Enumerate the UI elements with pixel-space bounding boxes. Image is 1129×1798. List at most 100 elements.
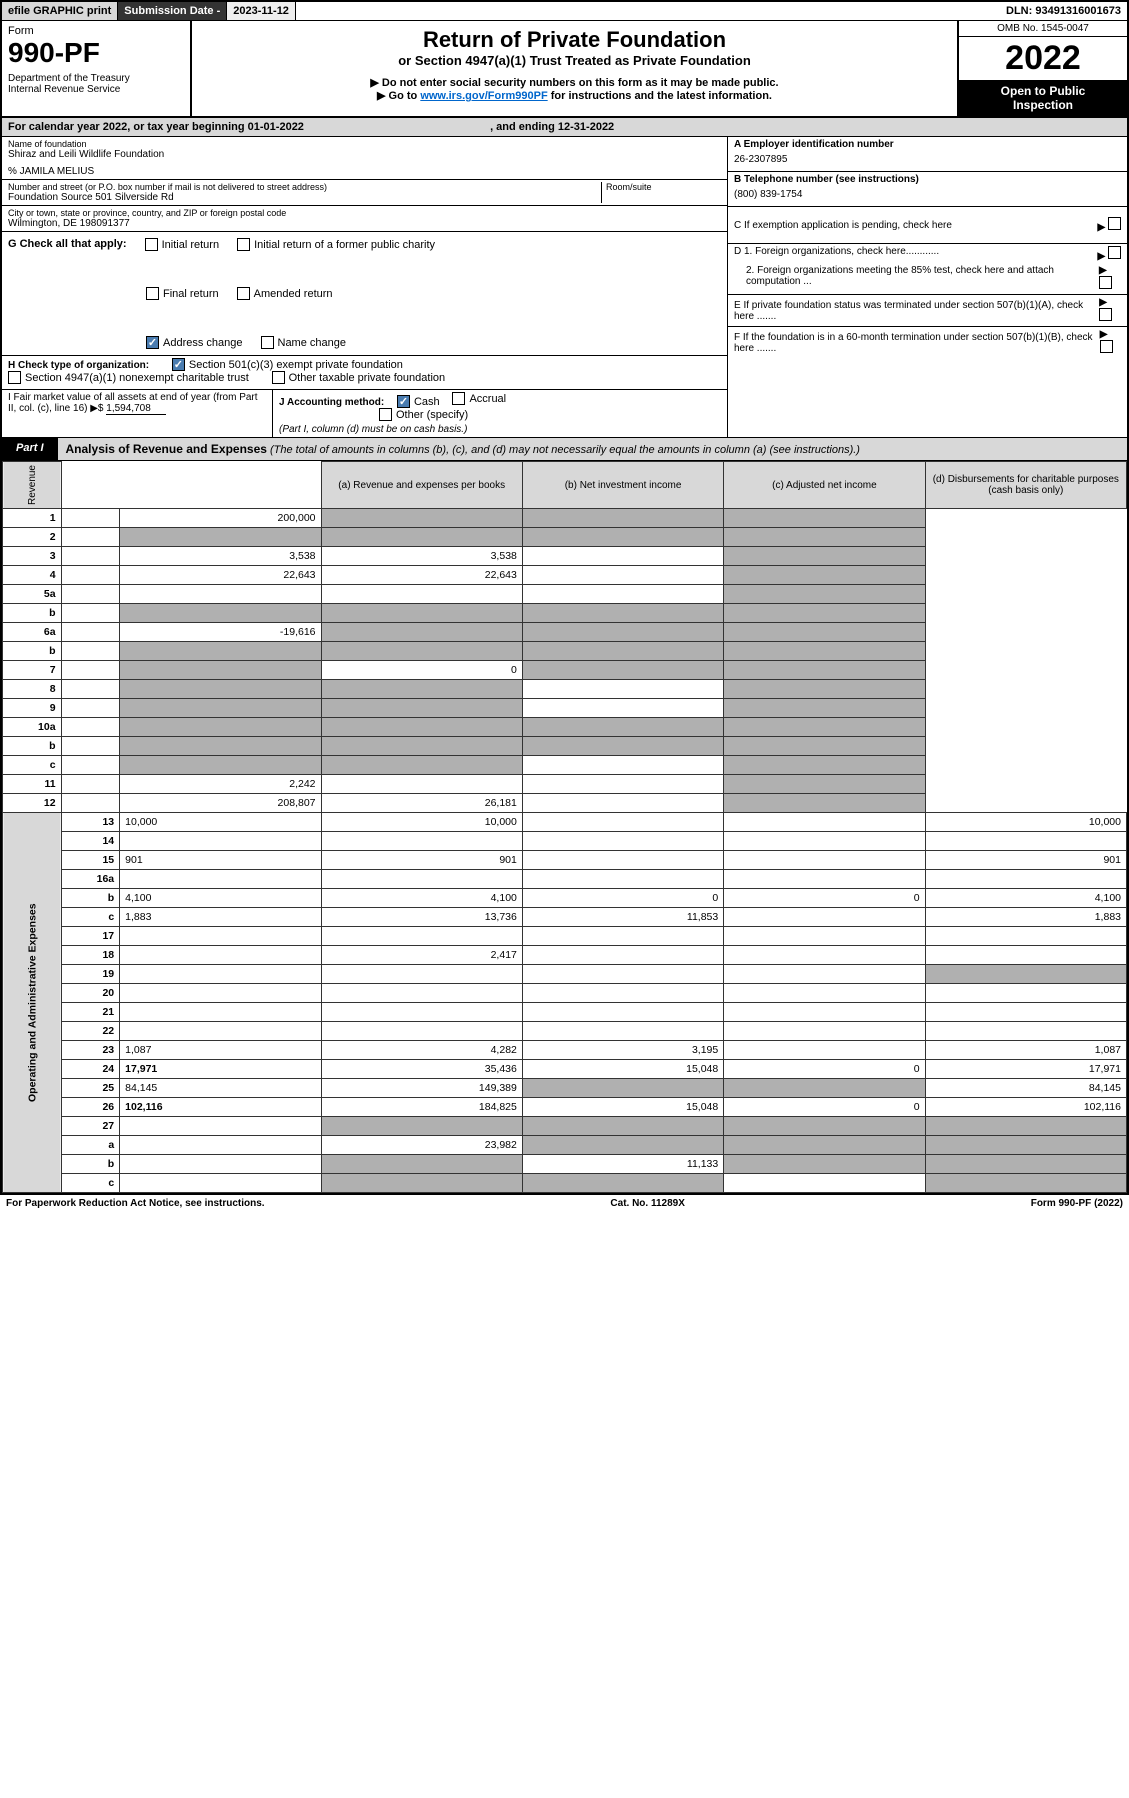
table-row: b <box>3 642 1127 661</box>
row-number: 24 <box>61 1060 120 1079</box>
row-number: 22 <box>61 1022 120 1041</box>
row-desc <box>61 680 120 699</box>
chk-former-charity[interactable]: Initial return of a former public charit… <box>237 238 435 251</box>
row-desc <box>61 756 120 775</box>
table-row: b <box>3 737 1127 756</box>
row-desc <box>120 946 321 965</box>
table-row: 422,64322,643 <box>3 566 1127 585</box>
table-row: 231,0874,2823,1951,087 <box>3 1041 1127 1060</box>
cell-b <box>321 775 522 794</box>
header-right: OMB No. 1545-0047 2022 Open to Public In… <box>957 21 1127 116</box>
cell-a <box>321 870 522 889</box>
chk-other-taxable[interactable]: Other taxable private foundation <box>272 371 446 384</box>
cell-a: 901 <box>321 851 522 870</box>
phone-cell: B Telephone number (see instructions) (8… <box>728 172 1127 207</box>
chk-4947a1[interactable]: Section 4947(a)(1) nonexempt charitable … <box>8 371 249 384</box>
table-row: 19 <box>3 965 1127 984</box>
chk-accrual[interactable]: Accrual <box>452 392 506 405</box>
cell-a: 4,282 <box>321 1041 522 1060</box>
cell-a <box>321 984 522 1003</box>
cell-c <box>522 528 723 547</box>
chk-address-change[interactable]: ✓Address change <box>146 336 243 349</box>
footer-left: For Paperwork Reduction Act Notice, see … <box>6 1198 265 1209</box>
table-row: 17 <box>3 927 1127 946</box>
row-number: 21 <box>61 1003 120 1022</box>
row-number: 2 <box>3 528 62 547</box>
chk-final-return[interactable]: Final return <box>146 287 219 300</box>
chk-other-method[interactable]: Other (specify) <box>379 408 468 421</box>
chk-501c3[interactable]: ✓Section 501(c)(3) exempt private founda… <box>172 358 403 371</box>
row-number: 23 <box>61 1041 120 1060</box>
chk-cash[interactable]: ✓Cash <box>397 395 440 408</box>
submission-date-label: Submission Date - <box>118 2 227 20</box>
cell-d <box>724 585 925 604</box>
form-subtitle: or Section 4947(a)(1) Trust Treated as P… <box>198 53 951 68</box>
chk-initial-return[interactable]: Initial return <box>145 238 219 251</box>
table-row: 2584,145149,38984,145 <box>3 1079 1127 1098</box>
header-middle: Return of Private Foundation or Section … <box>192 21 957 116</box>
cell-d: 10,000 <box>925 813 1126 832</box>
chk-foreign-org[interactable] <box>1108 246 1121 259</box>
row-desc <box>61 775 120 794</box>
row-number: c <box>3 756 62 775</box>
cell-b: 26,181 <box>321 794 522 813</box>
row-number: 11 <box>3 775 62 794</box>
cell-d: 17,971 <box>925 1060 1126 1079</box>
section-ij: I Fair market value of all assets at end… <box>2 390 727 437</box>
cell-a: 13,736 <box>321 908 522 927</box>
chk-name-change[interactable]: Name change <box>261 336 347 349</box>
cell-a <box>120 699 321 718</box>
entity-info: Name of foundation Shiraz and Leili Wild… <box>2 137 1127 438</box>
cell-a <box>321 1174 522 1193</box>
row-number: 19 <box>61 965 120 984</box>
row-desc <box>61 661 120 680</box>
cell-d <box>925 1003 1126 1022</box>
form-number: 990-PF <box>8 37 184 69</box>
cell-a: 200,000 <box>120 509 321 528</box>
calendar-year-row: For calendar year 2022, or tax year begi… <box>2 118 1127 137</box>
cell-b <box>522 965 723 984</box>
cell-b: 0 <box>522 889 723 908</box>
row-number: 20 <box>61 984 120 1003</box>
table-row: 22 <box>3 1022 1127 1041</box>
chk-amended-return[interactable]: Amended return <box>237 287 333 300</box>
cell-a <box>321 832 522 851</box>
irs-link[interactable]: www.irs.gov/Form990PF <box>420 90 547 102</box>
chk-85-test[interactable] <box>1099 276 1112 289</box>
cell-d <box>925 965 1126 984</box>
cell-a <box>120 756 321 775</box>
section-f: F If the foundation is in a 60-month ter… <box>728 327 1127 358</box>
row-desc <box>61 623 120 642</box>
row-number: 9 <box>3 699 62 718</box>
cell-b <box>522 1136 723 1155</box>
cell-d: 1,087 <box>925 1041 1126 1060</box>
cell-d <box>724 718 925 737</box>
chk-terminated[interactable] <box>1099 308 1112 321</box>
row-number: 25 <box>61 1079 120 1098</box>
cell-b: 15,048 <box>522 1098 723 1117</box>
cell-a: 23,982 <box>321 1136 522 1155</box>
cell-d <box>724 737 925 756</box>
cell-b <box>321 699 522 718</box>
cell-b <box>321 623 522 642</box>
table-row: 6a-19,616 <box>3 623 1127 642</box>
cell-b <box>522 832 723 851</box>
chk-exemption-pending[interactable] <box>1108 217 1121 230</box>
cell-b: 3,538 <box>321 547 522 566</box>
top-bar: efile GRAPHIC print Submission Date - 20… <box>2 2 1127 21</box>
cell-d: 102,116 <box>925 1098 1126 1117</box>
cell-d <box>724 566 925 585</box>
cell-c <box>724 1022 925 1041</box>
cell-d <box>724 775 925 794</box>
cell-c <box>724 832 925 851</box>
row-desc <box>61 547 120 566</box>
cell-c <box>522 509 723 528</box>
cell-a <box>321 927 522 946</box>
table-row: 9 <box>3 699 1127 718</box>
chk-60month[interactable] <box>1100 340 1113 353</box>
row-number: 15 <box>61 851 120 870</box>
j-note: (Part I, column (d) must be on cash basi… <box>279 424 467 435</box>
table-row: 70 <box>3 661 1127 680</box>
cell-b <box>522 1079 723 1098</box>
cell-c <box>724 851 925 870</box>
